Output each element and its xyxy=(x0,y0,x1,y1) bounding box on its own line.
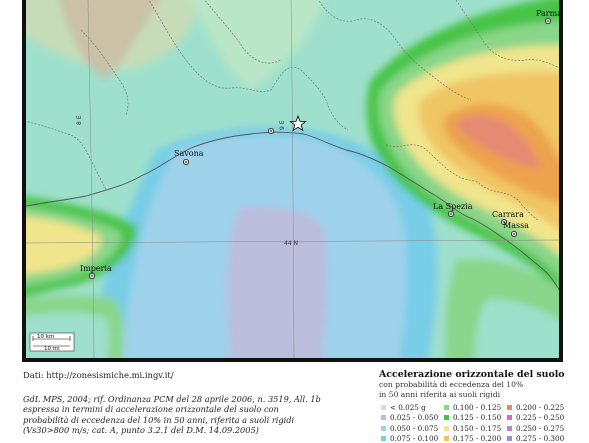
legend-label: < 0.025 g xyxy=(390,403,426,412)
hazard-zone-sea-inner xyxy=(227,207,326,358)
legend-subtitle: in 50 anni riferita ai suoli rigidi xyxy=(379,390,579,400)
legend-item: 0.125 - 0.150 xyxy=(442,413,505,422)
legend-swatch xyxy=(507,426,512,431)
legend-subtitle: con probabilità di eccedenza del 10% xyxy=(379,380,579,390)
city-label-carrara: Carrara xyxy=(492,210,524,219)
legend-label: 0.025 - 0.050 xyxy=(390,413,438,422)
legend-item: 0.275 - 0.300 xyxy=(505,434,568,443)
legend-swatch xyxy=(381,426,386,431)
legend-grid: < 0.025 g 0.100 - 0.125 0.200 - 0.225 0.… xyxy=(379,403,579,443)
legend-item: < 0.025 g xyxy=(379,403,442,412)
grid-label-8e: 8 E xyxy=(76,115,83,125)
legend-label: 0.150 - 0.175 xyxy=(453,424,501,433)
legend-label: 0.250 - 0.275 xyxy=(516,424,564,433)
city-label-imperia: Imperia xyxy=(80,264,112,273)
legend-swatch xyxy=(507,405,512,410)
legend-item: 0.150 - 0.175 xyxy=(442,424,505,433)
legend-label: 0.200 - 0.225 xyxy=(516,403,564,412)
legend-swatch xyxy=(444,436,449,441)
legend-swatch xyxy=(507,415,512,420)
legend-item: 0.100 - 0.125 xyxy=(442,403,505,412)
legend-swatch xyxy=(444,415,449,420)
grid-label-44n: 44 N xyxy=(284,240,298,247)
city-label-massa: Massa xyxy=(503,221,529,230)
scale-label-mi: 10 mi xyxy=(44,346,60,352)
legend-item: 0.200 - 0.225 xyxy=(505,403,568,412)
legend-swatch xyxy=(381,436,386,441)
hazard-map: 8 E 9 E 44 N Parma Savona La Spezia xyxy=(26,0,559,358)
legend-label: 0.225 - 0.250 xyxy=(516,413,564,422)
city-label-savona: Savona xyxy=(174,149,204,158)
caption-line: probabilità di eccedenza del 10% in 50 a… xyxy=(23,415,353,425)
caption-line: (Vs30>800 m/s; cat. A, punto 3.2.1 del D… xyxy=(23,425,353,435)
city-label-la-spezia: La Spezia xyxy=(433,202,473,211)
city-label-parma: Parma xyxy=(536,9,559,18)
hazard-map-frame: 8 E 9 E 44 N Parma Savona La Spezia xyxy=(22,0,563,362)
city-genova xyxy=(268,128,273,133)
legend-item: 0.050 - 0.075 xyxy=(379,424,442,433)
legend: Accelerazione orizzontale del suolo con … xyxy=(379,369,579,443)
legend-swatch xyxy=(381,415,386,420)
legend-swatch xyxy=(444,405,449,410)
legend-swatch xyxy=(444,426,449,431)
scale-bar: 10 km 10 mi xyxy=(30,333,74,352)
legend-swatch xyxy=(381,405,386,410)
caption-line: espressa in termini di accelerazione ori… xyxy=(23,404,353,414)
legend-label: 0.275 - 0.300 xyxy=(516,434,564,443)
map-caption: GdL MPS, 2004; rif. Ordinanza PCM del 28… xyxy=(23,394,353,436)
legend-label: 0.100 - 0.125 xyxy=(453,403,501,412)
legend-item: 0.075 - 0.100 xyxy=(379,434,442,443)
grid-label-9e: 9 E xyxy=(279,120,286,130)
legend-title: Accelerazione orizzontale del suolo xyxy=(379,369,579,380)
legend-item: 0.225 - 0.250 xyxy=(505,413,568,422)
legend-item: 0.175 - 0.200 xyxy=(442,434,505,443)
caption-line: GdL MPS, 2004; rif. Ordinanza PCM del 28… xyxy=(23,394,353,404)
legend-label: 0.175 - 0.200 xyxy=(453,434,501,443)
scale-label-km: 10 km xyxy=(37,334,54,340)
legend-item: 0.250 - 0.275 xyxy=(505,424,568,433)
data-source: Dati: http://zonesismiche.mi.ingv.it/ xyxy=(23,370,174,380)
legend-swatch xyxy=(507,436,512,441)
legend-label: 0.050 - 0.075 xyxy=(390,424,438,433)
legend-label: 0.075 - 0.100 xyxy=(390,434,438,443)
legend-label: 0.125 - 0.150 xyxy=(453,413,501,422)
legend-item: 0.025 - 0.050 xyxy=(379,413,442,422)
